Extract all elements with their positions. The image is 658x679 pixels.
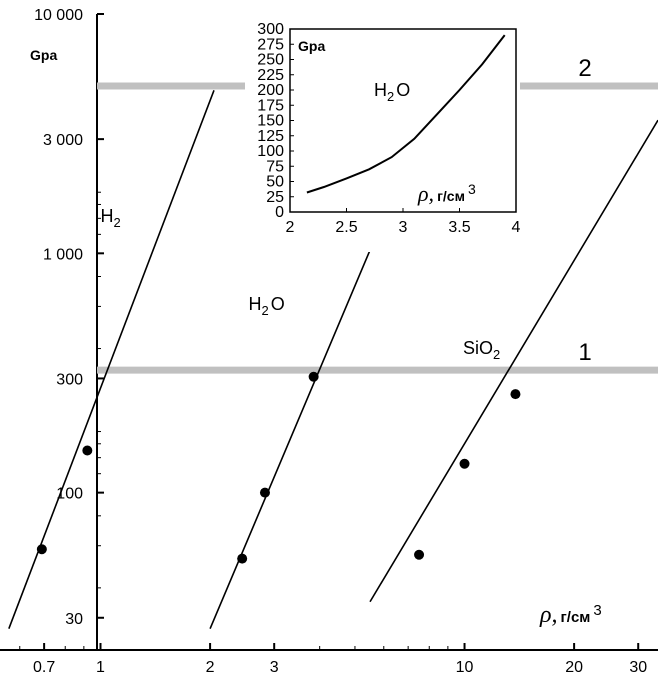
inset-x-tick-label: 3 bbox=[399, 219, 408, 236]
x-tick-label: 0.7 bbox=[33, 659, 55, 676]
y-tick-label: 3 000 bbox=[43, 132, 83, 149]
y-tick-label: 100 bbox=[56, 486, 83, 503]
data-point bbox=[510, 389, 521, 400]
inset-y-tick-label: 50 bbox=[266, 174, 284, 191]
series-label: H2 bbox=[101, 206, 121, 230]
inset-curve bbox=[306, 34, 506, 194]
inset-series-label: H2 O bbox=[374, 80, 410, 104]
data-point bbox=[308, 371, 319, 382]
inset-y-tick-label: 100 bbox=[257, 143, 284, 160]
data-point bbox=[237, 553, 248, 564]
y-unit-label: Gpa bbox=[30, 47, 57, 63]
inset-y-tick-label: 150 bbox=[257, 113, 284, 130]
inset-y-tick-label: 25 bbox=[266, 189, 284, 206]
reference-line-label: 2 bbox=[578, 55, 591, 82]
data-point bbox=[259, 487, 270, 498]
series-2: H2 O bbox=[209, 243, 374, 630]
y-tick-label: 30 bbox=[65, 611, 83, 628]
series-line bbox=[8, 89, 215, 629]
series-3: SiO2 bbox=[369, 119, 658, 603]
y-tick-label: 10 000 bbox=[34, 7, 83, 24]
x-tick-label: 1 bbox=[96, 659, 105, 676]
inset-y-unit-label: Gpa bbox=[298, 38, 325, 54]
reference-line-label: 1 bbox=[578, 339, 591, 366]
x-tick-label: 30 bbox=[629, 659, 647, 676]
x-tick-label: 20 bbox=[565, 659, 583, 676]
inset-x-unit-label: ρ, г/см 3 bbox=[417, 181, 476, 206]
x-tick-label: 2 bbox=[206, 659, 215, 676]
inset-y-tick-label: 175 bbox=[257, 97, 284, 114]
inset-x-tick-label: 3.5 bbox=[448, 219, 470, 236]
inset-x-tick-label: 2 bbox=[286, 219, 295, 236]
series-line bbox=[209, 243, 374, 630]
x-tick-label: 3 bbox=[270, 659, 279, 676]
x-unit-label: ρ, г/см 3 bbox=[539, 602, 602, 628]
y-tick-label: 1 000 bbox=[43, 246, 83, 263]
inset-x-tick-label: 4 bbox=[512, 219, 521, 236]
data-point bbox=[459, 458, 470, 469]
series-label: H2 O bbox=[249, 294, 285, 318]
data-point bbox=[36, 544, 47, 555]
inset-x-tick-label: 2.5 bbox=[335, 219, 357, 236]
inset-y-tick-label: 0 bbox=[275, 204, 284, 221]
inset-y-tick-label: 250 bbox=[257, 52, 284, 69]
data-point bbox=[82, 445, 93, 456]
inset-y-tick-label: 200 bbox=[257, 82, 284, 99]
inset-y-tick-label: 225 bbox=[257, 67, 284, 84]
data-point bbox=[414, 549, 425, 560]
y-tick-label: 300 bbox=[56, 371, 83, 388]
x-tick-label: 10 bbox=[456, 659, 474, 676]
series-1: H2 bbox=[8, 89, 215, 629]
inset-y-tick-label: 300 bbox=[257, 21, 284, 38]
inset-y-tick-label: 75 bbox=[266, 158, 284, 175]
inset-background bbox=[245, 16, 520, 252]
series-label: SiO2 bbox=[463, 338, 500, 362]
inset-y-tick-label: 275 bbox=[257, 36, 284, 53]
inset-y-tick-label: 125 bbox=[257, 128, 284, 145]
series-line bbox=[369, 119, 658, 603]
